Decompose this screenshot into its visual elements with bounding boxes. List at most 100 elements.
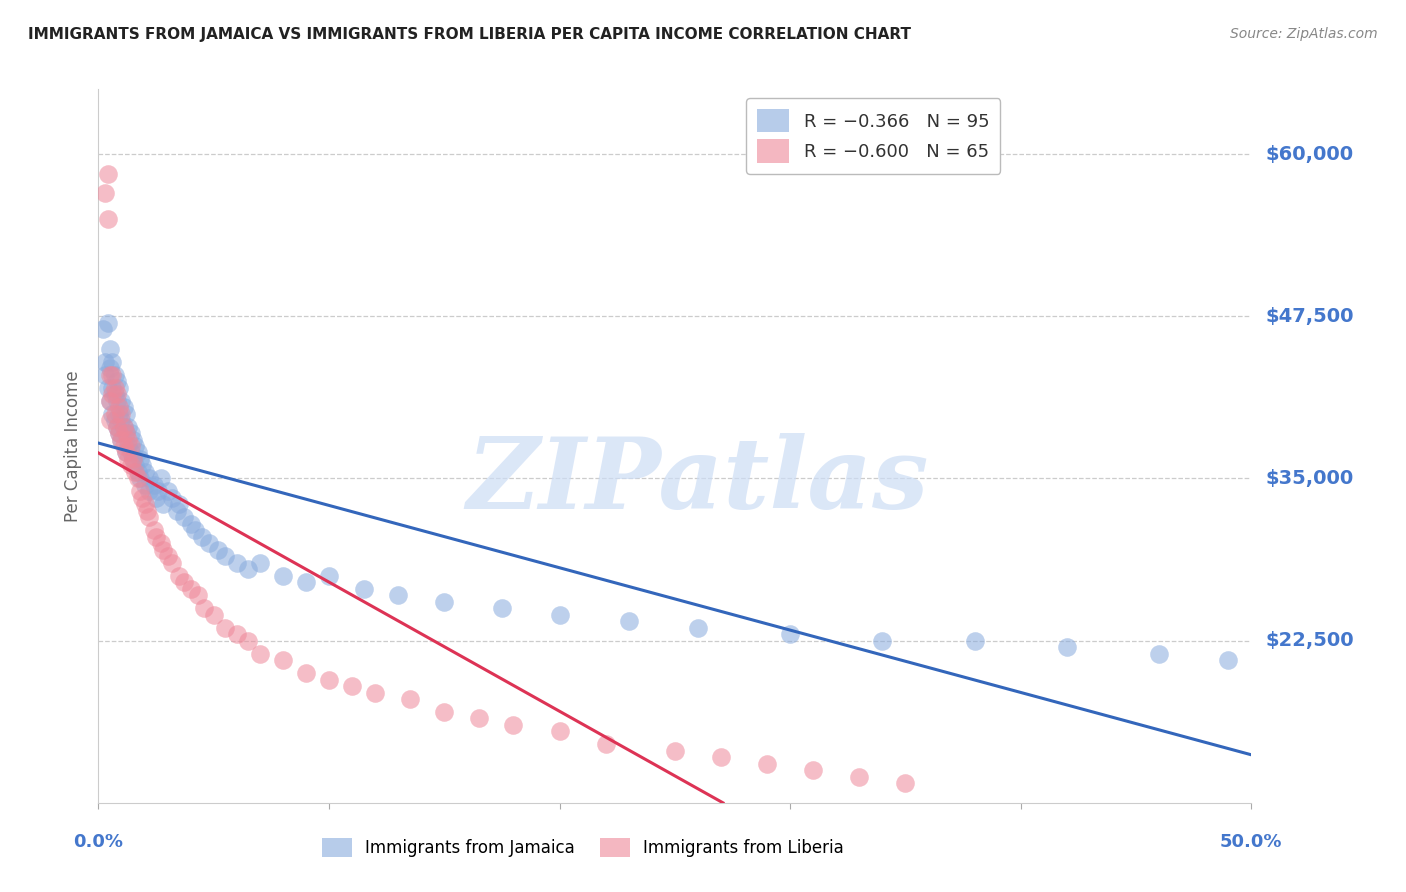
Point (167, 568, 190, 582)
Point (145, 530, 167, 544)
Point (145, 491, 167, 505)
Point (180, 582, 202, 596)
Point (105, 393, 128, 408)
Point (101, 354, 124, 368)
Point (1147, 647, 1170, 661)
Point (105, 374, 128, 388)
Point (142, 478, 165, 492)
Point (127, 465, 149, 479)
Point (710, 750, 733, 764)
Point (110, 407, 132, 421)
Point (120, 439, 142, 453)
Point (97, 167, 120, 181)
Point (149, 471, 172, 485)
Point (152, 497, 174, 511)
Point (97, 381, 120, 395)
Point (105, 419, 128, 434)
Point (295, 666, 318, 681)
Point (156, 549, 179, 564)
Point (617, 614, 640, 628)
Point (214, 549, 236, 564)
Point (138, 510, 160, 524)
Point (122, 452, 145, 467)
Point (98, 368, 121, 382)
Point (502, 718, 524, 732)
Point (110, 433, 132, 447)
Point (94, 186, 117, 200)
Point (433, 595, 456, 609)
Point (468, 711, 491, 725)
Point (198, 536, 221, 550)
Y-axis label: Per Capita Income: Per Capita Income (65, 370, 83, 522)
Point (193, 601, 215, 615)
Point (238, 562, 260, 576)
Point (117, 452, 139, 467)
Text: 50.0%: 50.0% (1220, 833, 1282, 851)
Point (295, 575, 318, 590)
Point (135, 504, 157, 518)
Point (1056, 640, 1078, 654)
Point (91, 322, 114, 336)
Point (149, 536, 172, 550)
Point (271, 568, 294, 582)
Point (249, 647, 271, 661)
Point (98, 393, 121, 408)
Text: $22,500: $22,500 (1265, 632, 1354, 650)
Point (148, 484, 170, 499)
Point (963, 633, 986, 648)
Point (491, 601, 513, 615)
Point (129, 471, 152, 485)
Text: ZIPatlas: ZIPatlas (467, 434, 929, 530)
Point (108, 407, 131, 421)
Point (103, 407, 125, 421)
Point (191, 530, 214, 544)
Point (131, 491, 153, 505)
Point (112, 419, 135, 434)
Point (120, 445, 142, 459)
Point (112, 400, 135, 414)
Point (120, 425, 142, 440)
Point (122, 433, 145, 447)
Point (105, 419, 128, 434)
Point (271, 653, 294, 667)
Point (398, 692, 420, 706)
Point (124, 465, 146, 479)
Point (138, 471, 160, 485)
Point (108, 425, 131, 440)
Point (160, 491, 183, 505)
Text: Source: ZipAtlas.com: Source: ZipAtlas.com (1230, 27, 1378, 41)
Point (97, 316, 120, 330)
Point (801, 764, 824, 778)
Point (105, 387, 128, 401)
Point (664, 744, 686, 758)
Point (173, 510, 195, 524)
Point (166, 504, 188, 518)
Point (202, 607, 225, 622)
Point (225, 556, 247, 570)
Point (1218, 653, 1240, 667)
Point (249, 556, 271, 570)
Point (112, 419, 135, 434)
Point (115, 445, 138, 459)
Point (98, 393, 121, 408)
Point (110, 413, 132, 427)
Point (225, 627, 247, 641)
Point (117, 433, 139, 447)
Point (108, 425, 131, 440)
Text: $35,000: $35,000 (1265, 469, 1354, 488)
Point (98, 361, 121, 376)
Point (101, 407, 124, 421)
Point (134, 478, 156, 492)
Text: $60,000: $60,000 (1265, 145, 1354, 163)
Point (103, 381, 125, 395)
Point (779, 627, 801, 641)
Point (207, 542, 229, 557)
Point (103, 368, 125, 382)
Point (387, 588, 409, 602)
Point (433, 705, 456, 719)
Point (103, 413, 125, 427)
Point (115, 425, 138, 440)
Point (756, 756, 779, 771)
Point (98, 342, 121, 356)
Point (101, 368, 124, 382)
